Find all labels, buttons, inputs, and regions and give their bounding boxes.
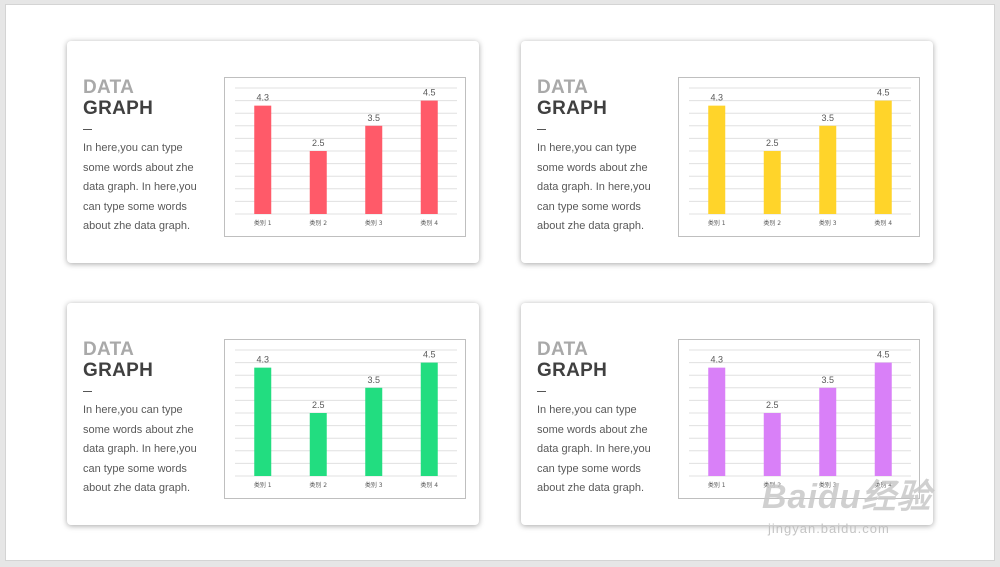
x-tick-label: 类别 2 [763, 481, 781, 489]
card-body-text: In here,you can type some words about zh… [83, 142, 197, 232]
x-tick-label: 类别 1 [254, 481, 272, 489]
bar [309, 413, 327, 476]
data-label: 3.5 [367, 113, 380, 123]
data-label: 4.5 [423, 350, 436, 360]
title-divider [83, 391, 92, 392]
bar [254, 105, 272, 214]
watermark-brand: Baidu经验 [762, 478, 932, 516]
chart-card: DATA GRAPH In here,you can type some wor… [521, 41, 933, 263]
bar [819, 125, 837, 214]
card-title-line1: DATA [83, 77, 135, 98]
x-tick-label: 类别 1 [708, 481, 726, 489]
x-tick-label: 类别 1 [708, 219, 726, 227]
x-tick-label: 类别 4 [874, 219, 892, 227]
x-tick-label: 类别 3 [819, 219, 837, 227]
title-divider [537, 129, 546, 130]
chart-card: DATA GRAPH In here,you can type some wor… [67, 303, 479, 525]
bar-chart: 4.3 类别 1 2.5 类别 2 3.5 类别 3 4.5 类别 4 [224, 77, 466, 237]
bar [708, 367, 726, 476]
bar-chart: 4.3 类别 1 2.5 类别 2 3.5 类别 3 4.5 类别 4 [678, 339, 920, 499]
bar [309, 151, 327, 214]
card-title-line2: GRAPH [83, 360, 154, 381]
bar-chart-svg: 4.3 类别 1 2.5 类别 2 3.5 类别 3 4.5 类别 4 [235, 349, 457, 489]
bar [763, 413, 781, 476]
bar [819, 387, 837, 476]
chart-card: DATA GRAPH In here,you can type some wor… [521, 303, 933, 525]
data-label: 2.5 [766, 138, 779, 148]
x-tick-label: 类别 3 [365, 481, 383, 489]
bar [763, 151, 781, 214]
bar-chart-svg: 4.3 类别 1 2.5 类别 2 3.5 类别 3 4.5 类别 4 [689, 87, 911, 227]
chart-card: DATA GRAPH In here,you can type some wor… [67, 41, 479, 263]
card-title-line1: DATA [537, 339, 589, 360]
card-body-text: In here,you can type some words about zh… [83, 404, 197, 494]
bar [874, 362, 892, 476]
data-label: 2.5 [312, 400, 325, 410]
data-label: 4.5 [423, 88, 436, 98]
x-tick-label: 类别 2 [309, 219, 327, 227]
data-label: 4.5 [877, 88, 890, 98]
card-title-line2: GRAPH [537, 360, 608, 381]
data-label: 4.3 [710, 93, 723, 103]
x-tick-label: 类别 3 [819, 481, 837, 489]
card-title-line2: GRAPH [537, 98, 608, 119]
bar [420, 100, 438, 214]
bar [365, 125, 383, 214]
card-title-line1: DATA [537, 77, 589, 98]
x-tick-label: 类别 4 [874, 481, 892, 489]
data-label: 4.3 [710, 355, 723, 365]
bar [708, 105, 726, 214]
x-tick-label: 类别 1 [254, 219, 272, 227]
x-tick-label: 类别 2 [763, 219, 781, 227]
bar-chart: 4.3 类别 1 2.5 类别 2 3.5 类别 3 4.5 类别 4 [224, 339, 466, 499]
bar-chart-svg: 4.3 类别 1 2.5 类别 2 3.5 类别 3 4.5 类别 4 [689, 349, 911, 489]
title-divider [537, 391, 546, 392]
bar-chart-svg: 4.3 类别 1 2.5 类别 2 3.5 类别 3 4.5 类别 4 [235, 87, 457, 227]
x-tick-label: 类别 2 [309, 481, 327, 489]
watermark-url: jingyan.baidu.com [768, 521, 890, 536]
data-label: 4.3 [256, 355, 269, 365]
data-label: 4.3 [256, 93, 269, 103]
data-label: 3.5 [821, 375, 834, 385]
x-tick-label: 类别 4 [420, 219, 438, 227]
bar-chart: 4.3 类别 1 2.5 类别 2 3.5 类别 3 4.5 类别 4 [678, 77, 920, 237]
bar [420, 362, 438, 476]
title-divider [83, 129, 92, 130]
data-label: 2.5 [312, 138, 325, 148]
bar [254, 367, 272, 476]
card-title-line2: GRAPH [83, 98, 154, 119]
card-body-text: In here,you can type some words about zh… [537, 404, 651, 494]
data-label: 3.5 [821, 113, 834, 123]
data-label: 4.5 [877, 350, 890, 360]
watermark: Baidu经验 jingyan.baidu.com [762, 455, 952, 545]
card-title-line1: DATA [83, 339, 135, 360]
x-tick-label: 类别 4 [420, 481, 438, 489]
bar [874, 100, 892, 214]
x-tick-label: 类别 3 [365, 219, 383, 227]
bar [365, 387, 383, 476]
card-body-text: In here,you can type some words about zh… [537, 142, 651, 232]
data-label: 2.5 [766, 400, 779, 410]
data-label: 3.5 [367, 375, 380, 385]
